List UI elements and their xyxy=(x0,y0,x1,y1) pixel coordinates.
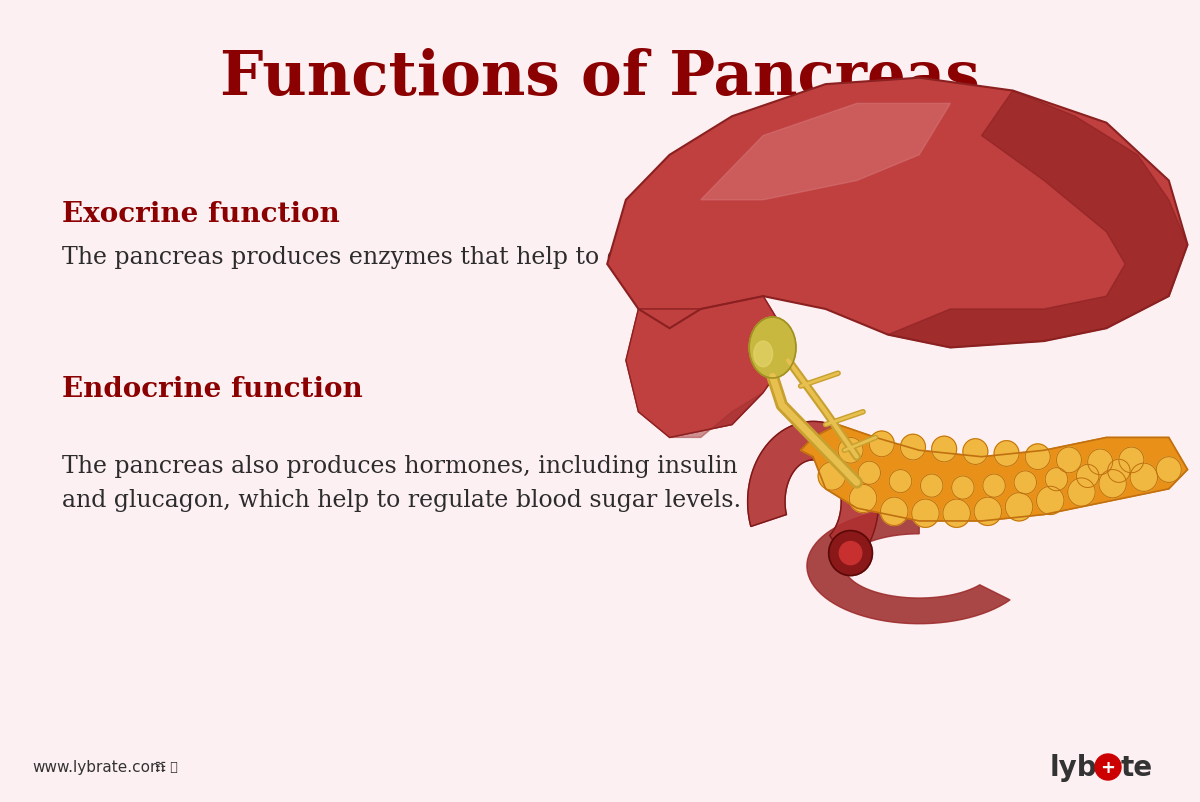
Ellipse shape xyxy=(754,342,773,367)
Text: Functions of Pancreas: Functions of Pancreas xyxy=(220,48,980,107)
Circle shape xyxy=(1025,444,1050,470)
Circle shape xyxy=(1157,457,1181,483)
Polygon shape xyxy=(888,91,1188,348)
Text: The pancreas produces enzymes that help to digest food in the small intestine.: The pancreas produces enzymes that help … xyxy=(62,246,1007,269)
Circle shape xyxy=(869,431,894,457)
Text: www.lybrate.com: www.lybrate.com xyxy=(32,759,164,775)
Circle shape xyxy=(912,500,940,528)
Circle shape xyxy=(889,470,912,493)
Circle shape xyxy=(943,500,971,528)
Polygon shape xyxy=(800,425,1188,521)
Text: The pancreas also produces hormones, including insulin
and glucagon, which help : The pancreas also produces hormones, inc… xyxy=(62,455,742,511)
Polygon shape xyxy=(701,104,950,200)
Circle shape xyxy=(1118,448,1144,473)
Text: Exocrine function: Exocrine function xyxy=(62,201,340,229)
Polygon shape xyxy=(748,422,878,567)
Circle shape xyxy=(994,441,1019,467)
Circle shape xyxy=(881,497,908,526)
Circle shape xyxy=(1108,460,1130,483)
Circle shape xyxy=(1014,472,1037,494)
Text: ☷ : ☷  xyxy=(155,760,178,774)
Circle shape xyxy=(1045,468,1068,491)
Circle shape xyxy=(1087,449,1112,475)
Polygon shape xyxy=(626,297,794,438)
Polygon shape xyxy=(806,508,1010,624)
Circle shape xyxy=(974,497,1002,526)
Circle shape xyxy=(931,436,956,462)
Text: Endocrine function: Endocrine function xyxy=(62,376,362,403)
Circle shape xyxy=(1076,465,1099,488)
Circle shape xyxy=(1099,470,1127,498)
Ellipse shape xyxy=(749,318,796,379)
Circle shape xyxy=(962,439,988,465)
Circle shape xyxy=(818,462,846,491)
Circle shape xyxy=(850,484,877,513)
Circle shape xyxy=(1056,448,1081,473)
Circle shape xyxy=(829,531,872,576)
Text: te: te xyxy=(1121,753,1153,781)
Circle shape xyxy=(858,462,881,484)
Circle shape xyxy=(900,435,925,460)
Circle shape xyxy=(1068,478,1096,507)
Circle shape xyxy=(1037,487,1064,515)
Circle shape xyxy=(838,438,863,464)
Circle shape xyxy=(983,475,1006,497)
Circle shape xyxy=(1096,754,1121,780)
Circle shape xyxy=(1130,464,1158,492)
Circle shape xyxy=(839,542,862,565)
Text: lybr: lybr xyxy=(1050,753,1111,781)
Circle shape xyxy=(920,475,943,497)
Text: +: + xyxy=(1100,758,1116,776)
Circle shape xyxy=(1006,493,1033,521)
Polygon shape xyxy=(607,79,1188,348)
Polygon shape xyxy=(670,393,763,438)
Circle shape xyxy=(952,476,974,500)
